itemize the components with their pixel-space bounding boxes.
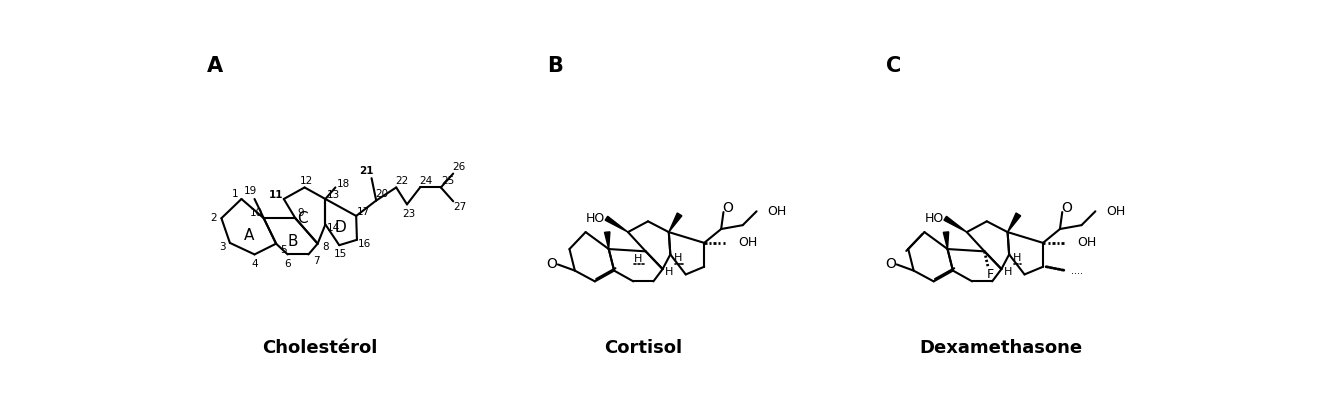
Text: 18: 18 [337, 179, 350, 188]
Text: 15: 15 [334, 249, 348, 259]
Text: A: A [206, 56, 222, 76]
Polygon shape [1007, 213, 1020, 232]
Text: O: O [1062, 201, 1072, 215]
Text: 7: 7 [313, 256, 320, 266]
Text: H: H [665, 267, 673, 277]
Text: 14: 14 [326, 223, 340, 233]
Text: O: O [546, 258, 557, 271]
Text: H: H [634, 254, 642, 264]
Text: 25: 25 [441, 175, 454, 186]
Text: Dexamethasone: Dexamethasone [920, 339, 1083, 357]
Text: HO: HO [586, 212, 605, 225]
Text: 17: 17 [357, 207, 370, 217]
Text: Cortisol: Cortisol [605, 339, 682, 357]
Text: O: O [884, 258, 896, 271]
Text: 8: 8 [322, 242, 329, 252]
Text: C: C [297, 211, 308, 226]
Text: 10: 10 [249, 208, 262, 218]
Text: 1: 1 [232, 188, 238, 199]
Text: 9: 9 [297, 208, 304, 218]
Text: H: H [1012, 253, 1022, 263]
Text: 13: 13 [326, 190, 340, 200]
Text: 2: 2 [210, 213, 217, 223]
Text: Cholestérol: Cholestérol [262, 339, 378, 357]
Text: ....: .... [1071, 266, 1083, 276]
Text: A: A [244, 228, 254, 243]
Polygon shape [605, 216, 627, 232]
Polygon shape [943, 232, 948, 249]
Text: 19: 19 [244, 186, 257, 196]
Polygon shape [605, 232, 610, 249]
Text: 16: 16 [358, 239, 372, 249]
Text: H: H [674, 253, 682, 263]
Text: 21: 21 [358, 166, 373, 176]
Text: F: F [986, 268, 994, 281]
Text: HO: HO [924, 212, 944, 225]
Text: 23: 23 [402, 209, 416, 219]
Text: B: B [288, 234, 298, 249]
Polygon shape [669, 213, 682, 232]
Text: O: O [723, 201, 734, 215]
Text: 12: 12 [300, 175, 313, 186]
Text: 20: 20 [376, 188, 388, 199]
Text: 24: 24 [418, 175, 432, 186]
Text: 11: 11 [269, 190, 284, 200]
Text: 22: 22 [396, 175, 409, 186]
Text: OH: OH [738, 236, 758, 249]
Text: H: H [1003, 267, 1012, 277]
Text: 4: 4 [252, 259, 258, 269]
Text: 6: 6 [284, 259, 290, 269]
Text: C: C [886, 56, 902, 76]
Text: 27: 27 [453, 202, 466, 212]
Text: OH: OH [1106, 205, 1126, 218]
Text: B: B [547, 56, 563, 76]
Text: 5: 5 [280, 245, 286, 255]
Text: OH: OH [767, 205, 787, 218]
Text: OH: OH [1076, 236, 1096, 249]
Polygon shape [944, 216, 967, 232]
Text: D: D [334, 220, 346, 235]
Text: 26: 26 [452, 162, 465, 172]
Text: 3: 3 [218, 242, 225, 252]
